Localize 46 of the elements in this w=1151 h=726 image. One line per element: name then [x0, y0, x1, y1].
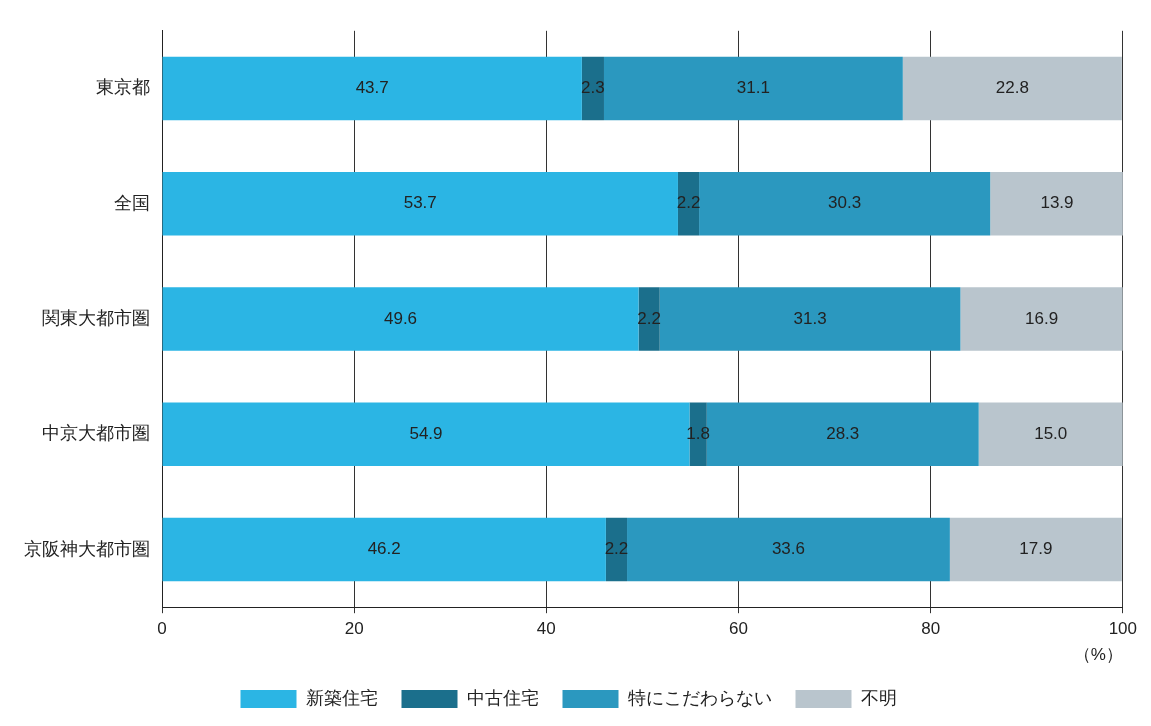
y-tick-label: 京阪神大都市圏	[24, 538, 150, 559]
data-label: 15.0	[1034, 423, 1068, 443]
y-tick-label: 全国	[114, 192, 150, 213]
bar	[949, 517, 1122, 582]
data-label: 31.3	[793, 308, 827, 328]
bar	[902, 56, 1122, 121]
x-tick-label: 20	[344, 619, 364, 639]
data-label: 30.3	[828, 193, 862, 213]
legend-label: 不明	[860, 687, 897, 708]
bar	[990, 172, 1123, 236]
data-label: 46.2	[367, 539, 401, 559]
data-label: 53.7	[403, 193, 437, 213]
y-tick-label: 東京都	[96, 77, 150, 98]
bar	[659, 287, 961, 351]
data-label: 17.9	[1019, 539, 1053, 559]
x-tick-label: 40	[536, 619, 556, 639]
data-label: 54.9	[409, 423, 443, 443]
bar	[978, 402, 1123, 466]
data-label: 43.7	[355, 78, 389, 98]
x-tick-label: 80	[921, 619, 941, 639]
data-label: 13.9	[1040, 193, 1074, 213]
data-label: 2.3	[581, 78, 605, 98]
data-label: 22.8	[995, 78, 1029, 98]
bar	[162, 287, 639, 351]
bar	[581, 56, 604, 121]
bar	[699, 172, 991, 236]
data-label: 31.1	[736, 78, 770, 98]
data-label: 16.9	[1025, 308, 1059, 328]
x-tick-label: 100	[1108, 619, 1138, 639]
legend-label: 特にこだわらない	[627, 687, 772, 708]
bar	[627, 517, 950, 582]
x-tick-label: 60	[729, 619, 748, 639]
x-axis-title: （%）	[1073, 645, 1123, 665]
data-label: 33.6	[771, 539, 805, 559]
legend-label: 中古住宅	[466, 687, 539, 708]
y-tick-label: 関東大都市圏	[42, 307, 150, 328]
data-label: 49.6	[383, 308, 418, 328]
legend-label: 新築住宅	[305, 687, 378, 708]
bar	[603, 56, 903, 121]
y-tick-label: 中京大都市圏	[42, 423, 150, 444]
bar	[162, 517, 606, 582]
x-tick-label: 0	[157, 619, 167, 639]
data-label: 28.3	[826, 423, 860, 443]
bar	[162, 172, 678, 236]
bar	[960, 287, 1123, 351]
bar	[162, 56, 582, 121]
